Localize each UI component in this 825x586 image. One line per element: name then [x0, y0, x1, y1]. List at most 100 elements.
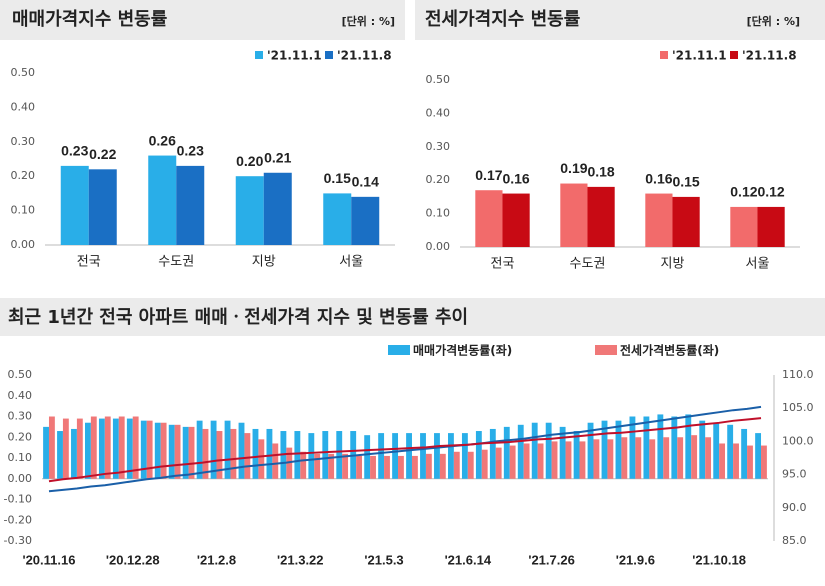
bar	[85, 422, 91, 479]
x-tick-label: '21.10.18	[692, 552, 746, 567]
bar	[663, 437, 670, 479]
bar	[300, 451, 307, 479]
legend-label: '21.11.1	[267, 49, 322, 63]
bar	[657, 414, 664, 479]
bar	[323, 193, 352, 245]
y-tick-label: 0.20	[426, 173, 451, 186]
bar	[755, 433, 762, 479]
bar	[425, 453, 432, 479]
y-tick-label: -0.20	[4, 513, 32, 526]
bar	[57, 431, 63, 479]
bar	[272, 443, 279, 479]
bar	[560, 183, 588, 247]
y-tick-label: 0.40	[8, 389, 33, 402]
legend-label: 전세가격변동률(좌)	[620, 343, 719, 358]
bar	[645, 193, 673, 247]
bar	[132, 416, 139, 479]
y-tick-label: 0.30	[426, 140, 451, 153]
bar	[154, 422, 161, 479]
bar	[677, 437, 684, 479]
bar	[503, 426, 510, 479]
bar	[378, 433, 385, 479]
legend-swatch	[660, 51, 668, 59]
x-tick-label: '21.5.3	[364, 552, 403, 567]
y-tick-label: 0.20	[8, 430, 33, 443]
bar	[672, 196, 700, 247]
bar	[308, 433, 315, 479]
bar	[244, 433, 251, 479]
bar	[336, 431, 343, 479]
bar	[587, 186, 615, 247]
y2-tick-label: 90.0	[782, 501, 807, 514]
bar	[621, 437, 628, 479]
x-tick-label: 서울	[339, 255, 363, 270]
bar	[643, 416, 650, 479]
bar	[741, 428, 748, 479]
value-label: 0.23	[177, 143, 204, 159]
bar	[62, 418, 69, 479]
y2-tick-label: 100.0	[782, 434, 814, 447]
bar	[48, 416, 55, 479]
y-tick-label: 0.00	[8, 472, 33, 485]
bar	[727, 424, 734, 479]
bar	[420, 433, 426, 479]
bar	[230, 428, 237, 479]
bar	[356, 455, 362, 479]
legend-label: '21.11.1	[672, 49, 727, 63]
x-tick-label: 지방	[252, 255, 276, 270]
bar	[126, 418, 133, 479]
unit-label: [단위 : %]	[747, 14, 800, 28]
value-label: 0.16	[502, 170, 529, 186]
bar	[593, 439, 600, 479]
chart-title: 매매가격지수 변동률	[12, 9, 167, 30]
bar	[370, 455, 376, 479]
bar	[294, 431, 301, 479]
bar	[434, 433, 440, 479]
x-tick-label: '21.6.14	[445, 552, 492, 567]
x-tick-label: '20.11.16	[22, 552, 75, 567]
y-tick-label: 0.00	[11, 238, 36, 251]
bar	[461, 433, 468, 479]
bar	[224, 420, 231, 479]
y-tick-label: 0.50	[426, 73, 451, 86]
bar	[235, 176, 264, 245]
bar	[210, 420, 217, 479]
bar	[629, 416, 636, 479]
bar	[160, 422, 167, 479]
y2-tick-label: 85.0	[782, 534, 807, 547]
legend-swatch	[388, 345, 410, 355]
bar	[314, 453, 321, 479]
bar	[649, 439, 656, 479]
value-label: 0.15	[324, 170, 351, 186]
bar	[266, 428, 273, 479]
bar	[509, 445, 516, 479]
bar	[719, 443, 725, 479]
x-tick-label: '20.12.28	[106, 552, 160, 567]
bar	[713, 422, 720, 479]
bar	[579, 441, 586, 479]
bar	[168, 424, 175, 479]
bar	[481, 449, 488, 479]
bar	[517, 424, 524, 479]
x-tick-label: 수도권	[570, 257, 606, 272]
y-tick-label: 0.10	[8, 451, 33, 464]
y-tick-label: 0.10	[426, 207, 451, 220]
bar	[757, 206, 785, 247]
bar	[411, 455, 418, 479]
bar	[202, 428, 209, 479]
bar	[573, 431, 580, 479]
y-tick-label: 0.00	[426, 240, 451, 253]
bar	[328, 453, 335, 479]
bar	[545, 422, 552, 479]
y2-tick-label: 95.0	[782, 468, 807, 481]
y2-tick-label: 105.0	[782, 401, 814, 414]
value-label: 0.12	[730, 184, 757, 200]
value-label: 0.17	[475, 167, 502, 183]
legend-swatch	[325, 51, 333, 59]
value-label: 0.23	[61, 143, 88, 159]
value-label: 0.22	[89, 146, 116, 162]
bar	[489, 428, 496, 479]
bar	[90, 416, 97, 479]
y-tick-label: 0.20	[11, 169, 36, 182]
bar	[691, 435, 698, 479]
